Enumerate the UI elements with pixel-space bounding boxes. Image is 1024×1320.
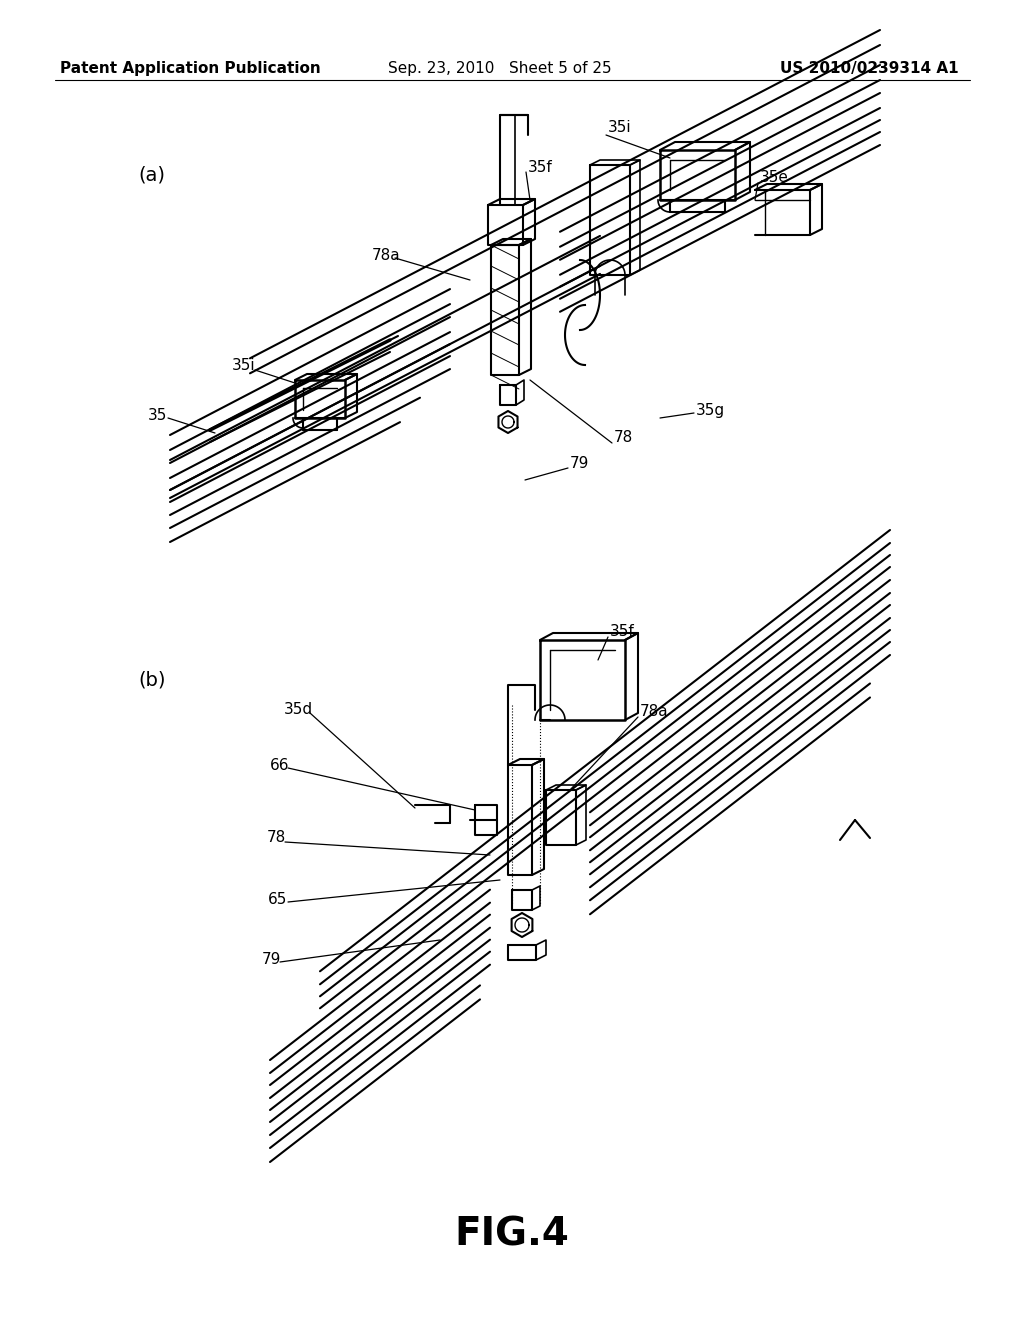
Text: 79: 79 bbox=[262, 953, 282, 968]
Text: 35f: 35f bbox=[528, 161, 553, 176]
Text: 35g: 35g bbox=[696, 403, 725, 417]
Text: Patent Application Publication: Patent Application Publication bbox=[60, 61, 321, 75]
Text: US 2010/0239314 A1: US 2010/0239314 A1 bbox=[780, 61, 958, 75]
Text: 35e: 35e bbox=[760, 170, 788, 186]
Text: 78a: 78a bbox=[372, 248, 400, 263]
Text: 79: 79 bbox=[570, 455, 590, 470]
Text: 78: 78 bbox=[614, 430, 633, 446]
Text: 66: 66 bbox=[270, 758, 290, 772]
Text: 35d: 35d bbox=[284, 702, 313, 718]
Text: (a): (a) bbox=[138, 165, 165, 185]
Text: 78a: 78a bbox=[640, 705, 669, 719]
Text: 78: 78 bbox=[267, 830, 287, 846]
Text: FIG.4: FIG.4 bbox=[455, 1216, 569, 1254]
Text: 35f: 35f bbox=[610, 624, 635, 639]
Text: 65: 65 bbox=[268, 892, 288, 908]
Text: 35i: 35i bbox=[608, 120, 632, 136]
Text: Sep. 23, 2010   Sheet 5 of 25: Sep. 23, 2010 Sheet 5 of 25 bbox=[388, 61, 611, 75]
Text: 35: 35 bbox=[148, 408, 167, 422]
Text: 35i: 35i bbox=[232, 358, 256, 372]
Text: (b): (b) bbox=[138, 671, 166, 689]
